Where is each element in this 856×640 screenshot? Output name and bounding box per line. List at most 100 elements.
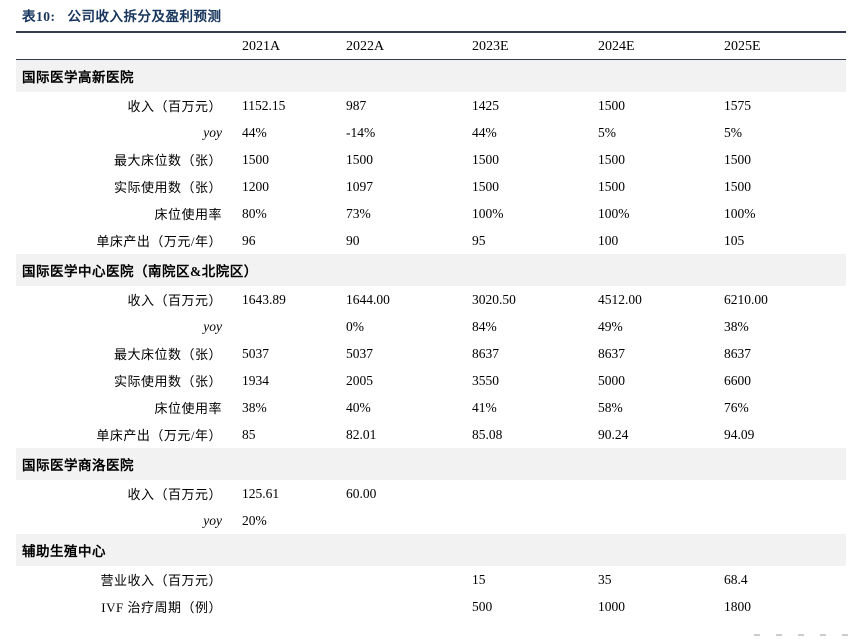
row-label: 最大床位数（张） xyxy=(113,347,222,362)
cell-value: 1500 xyxy=(598,178,625,194)
cell-value: 84% xyxy=(472,318,497,334)
table-row: 最大床位数（张） 5037 5037 8637 8637 8637 xyxy=(16,340,846,367)
cell-value: 500 xyxy=(472,598,493,614)
cell-value: 1644.00 xyxy=(346,291,390,307)
cell-value: 68.4 xyxy=(724,571,748,587)
cell-value: 125.61 xyxy=(242,485,280,501)
watermark-fragment xyxy=(754,634,848,636)
cell-value: 20% xyxy=(242,512,267,528)
cell-value xyxy=(232,593,336,620)
cell-value: 82.01 xyxy=(346,426,377,442)
cell-value: 5037 xyxy=(346,345,373,361)
cell-value: 1934 xyxy=(242,372,269,388)
table-row: 营业收入（百万元） 15 35 68.4 xyxy=(16,566,846,593)
cell-value: 1500 xyxy=(346,151,373,167)
cell-value xyxy=(336,566,462,593)
cell-value: 100 xyxy=(598,232,619,248)
cell-value xyxy=(714,507,846,534)
row-label: 单床产出（万元/年） xyxy=(96,428,222,443)
cell-value: 95 xyxy=(472,232,486,248)
cell-value: 100% xyxy=(472,205,504,221)
cell-value: 1500 xyxy=(242,151,269,167)
column-header-2024E: 2024E xyxy=(588,32,714,60)
cell-value xyxy=(336,507,462,534)
cell-value: -14% xyxy=(346,124,376,140)
cell-value: 76% xyxy=(724,399,749,415)
cell-value: 8637 xyxy=(724,345,751,361)
section-header: 国际医学商洛医院 xyxy=(16,448,846,480)
column-header-2022A: 2022A xyxy=(336,32,462,60)
row-label: yoy xyxy=(203,512,222,528)
cell-value: 1500 xyxy=(472,178,499,194)
table-row: yoy 20% xyxy=(16,507,846,534)
row-label: 实际使用数（张） xyxy=(113,374,222,389)
column-header-2023E: 2023E xyxy=(462,32,588,60)
cell-value xyxy=(588,480,714,507)
cell-value: 6210.00 xyxy=(724,291,768,307)
cell-value: 1097 xyxy=(346,178,373,194)
row-label: 最大床位数（张） xyxy=(113,153,222,168)
cell-value: 100% xyxy=(598,205,630,221)
cell-value: 100% xyxy=(724,205,756,221)
cell-value: 1425 xyxy=(472,97,499,113)
row-label: 营业收入（百万元） xyxy=(100,573,222,588)
table-row: 收入（百万元） 1643.89 1644.00 3020.50 4512.00 6210.… xyxy=(16,286,846,313)
section-header-row: 国际医学高新医院 xyxy=(16,59,846,92)
table-row: 收入（百万元） 125.61 60.00 xyxy=(16,480,846,507)
table-row: 单床产出（万元/年） 85 82.01 85.08 90.24 94.09 xyxy=(16,421,846,448)
cell-value: 5037 xyxy=(242,345,269,361)
row-label: yoy xyxy=(203,124,222,140)
table-row: 床位使用率 80% 73% 100% 100% 100% xyxy=(16,200,846,227)
table-row: yoy 44% -14% 44% 5% 5% xyxy=(16,119,846,146)
cell-value xyxy=(588,507,714,534)
cell-value: 15 xyxy=(472,571,486,587)
cell-value: 3020.50 xyxy=(472,291,516,307)
section-header-row: 国际医学中心医院（南院区&北院区） xyxy=(16,254,846,286)
section-header-row: 国际医学商洛医院 xyxy=(16,448,846,480)
section-header: 国际医学高新医院 xyxy=(16,59,846,92)
cell-value: 85.08 xyxy=(472,426,503,442)
cell-value: 1800 xyxy=(724,598,751,614)
section-header: 辅助生殖中心 xyxy=(16,534,846,566)
cell-value: 90 xyxy=(346,232,360,248)
cell-value: 96 xyxy=(242,232,256,248)
row-label: 单床产出（万元/年） xyxy=(96,234,222,249)
cell-value: 987 xyxy=(346,97,367,113)
cell-value: 49% xyxy=(598,318,623,334)
revenue-forecast-table: 2021A 2022A 2023E 2024E 2025E 国际医学高新医院 收入（百万元… xyxy=(16,31,846,620)
section-header-row: 辅助生殖中心 xyxy=(16,534,846,566)
cell-value xyxy=(232,313,336,340)
cell-value xyxy=(336,593,462,620)
cell-value: 5% xyxy=(598,124,616,140)
row-label: 收入（百万元） xyxy=(127,293,222,308)
table-row: 最大床位数（张） 1500 1500 1500 1500 1500 xyxy=(16,146,846,173)
cell-value: 1200 xyxy=(242,178,269,194)
cell-value: 80% xyxy=(242,205,267,221)
row-label: 实际使用数（张） xyxy=(113,180,222,195)
cell-value: 41% xyxy=(472,399,497,415)
cell-value: 60.00 xyxy=(346,485,377,501)
cell-value: 44% xyxy=(242,124,267,140)
cell-value: 1575 xyxy=(724,97,751,113)
cell-value: 1500 xyxy=(472,151,499,167)
table-row: 床位使用率 38% 40% 41% 58% 76% xyxy=(16,394,846,421)
cell-value: 0% xyxy=(346,318,364,334)
cell-value: 1152.15 xyxy=(242,97,286,113)
column-header-2025E: 2025E xyxy=(714,32,846,60)
cell-value: 2005 xyxy=(346,372,373,388)
row-label: 收入（百万元） xyxy=(127,99,222,114)
corner-cell xyxy=(16,32,232,60)
cell-value: 38% xyxy=(724,318,749,334)
cell-value: 1500 xyxy=(724,178,751,194)
cell-value: 5% xyxy=(724,124,742,140)
row-label: 床位使用率 xyxy=(154,401,222,416)
cell-value: 35 xyxy=(598,571,612,587)
cell-value: 8637 xyxy=(472,345,499,361)
cell-value: 1500 xyxy=(724,151,751,167)
cell-value xyxy=(232,566,336,593)
cell-value: 3550 xyxy=(472,372,499,388)
table-row: 收入（百万元） 1152.15 987 1425 1500 1575 xyxy=(16,92,846,119)
cell-value: 94.09 xyxy=(724,426,755,442)
table-row: 单床产出（万元/年） 96 90 95 100 105 xyxy=(16,227,846,254)
